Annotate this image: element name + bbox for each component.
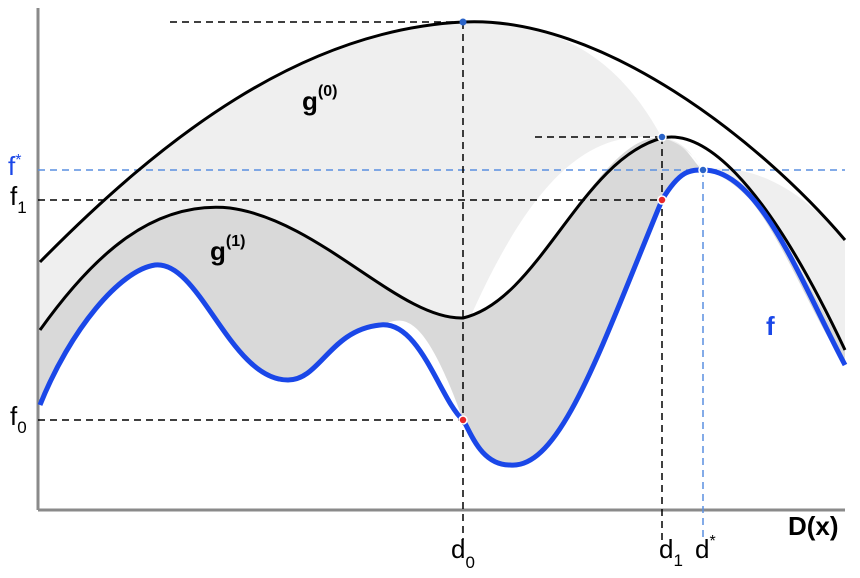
g1-curve — [38, 135, 847, 351]
region-between-g0-and-g1 — [40, 21, 845, 350]
g1-label: g(1) — [210, 233, 245, 266]
f-max-marker — [698, 165, 708, 175]
region-between-g1-and-f — [40, 137, 845, 466]
g1-peak-marker — [657, 132, 667, 142]
x-axis-label: D(x) — [788, 511, 839, 541]
f0-label: f0 — [10, 401, 27, 437]
g0-label: g(0) — [302, 83, 337, 116]
d-star-label: d* — [695, 533, 716, 564]
f1-marker — [657, 195, 667, 205]
f-star-label: f* — [8, 151, 21, 181]
d0-label: d0 — [451, 534, 475, 572]
g0-max-marker — [459, 18, 467, 26]
f-label: f — [766, 311, 775, 341]
d1-label: d1 — [659, 534, 683, 570]
f1-label: f1 — [10, 181, 27, 217]
f0-marker — [458, 415, 468, 425]
